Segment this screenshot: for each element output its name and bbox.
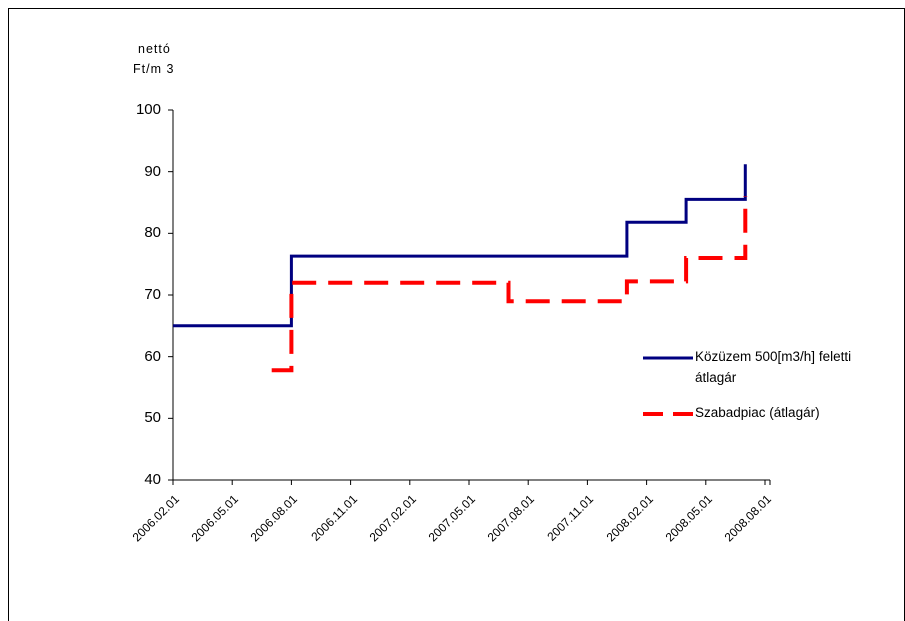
legend-label-kozuzem: Közüzem 500[m3/h] feletti: [695, 349, 852, 364]
y-tick-label: 90: [144, 162, 161, 180]
y-tick-label: 50: [144, 409, 161, 427]
y-tick-label: 60: [144, 347, 161, 365]
legend-label-szabadpiac: Szabadpiac (átlagár): [695, 405, 820, 420]
y-tick-label: 80: [144, 224, 161, 242]
series-line-kozuzem: [173, 164, 747, 328]
series-line-szabadpiac: [271, 196, 748, 373]
y-tick-label: 40: [144, 471, 161, 488]
y-tick-label: 70: [144, 286, 161, 303]
y-tick-label: 100: [135, 101, 161, 118]
legend-label-kozuzem-line2: átlagár: [695, 370, 737, 385]
y-unit-label-line2: Ft/m 3: [133, 62, 175, 76]
y-unit-label-line1: nettó: [138, 42, 171, 56]
